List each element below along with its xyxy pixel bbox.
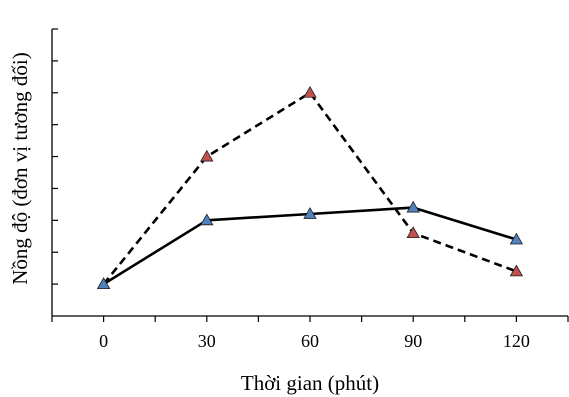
data-point	[96, 277, 111, 290]
x-tick-label: 120	[503, 331, 530, 351]
series-2	[102, 206, 517, 286]
data-point	[303, 85, 317, 98]
data-point	[509, 232, 524, 245]
series-line	[102, 206, 517, 286]
series-1-markers	[96, 85, 524, 290]
y-axis-title: Nồng độ (đơn vị tương đối)	[8, 52, 32, 285]
x-axis-title: Thời gian (phút)	[241, 371, 379, 395]
series-1	[102, 91, 517, 285]
data-point	[406, 226, 420, 238]
chart-series	[96, 85, 524, 290]
data-point	[509, 264, 524, 277]
x-axis-ticks: 0 30 60 90 120	[51, 316, 569, 351]
data-point	[200, 213, 214, 226]
data-point	[406, 200, 420, 213]
series-line	[102, 91, 517, 285]
data-point	[303, 207, 317, 219]
x-tick-label: 0	[99, 331, 108, 351]
x-tick-label: 90	[404, 331, 422, 351]
y-axis-ticks	[52, 28, 58, 285]
x-tick-label: 60	[301, 331, 319, 351]
chart-axes	[51, 29, 568, 317]
x-tick-label: 30	[198, 331, 216, 351]
data-point	[200, 149, 214, 162]
series-2-markers	[96, 200, 524, 290]
